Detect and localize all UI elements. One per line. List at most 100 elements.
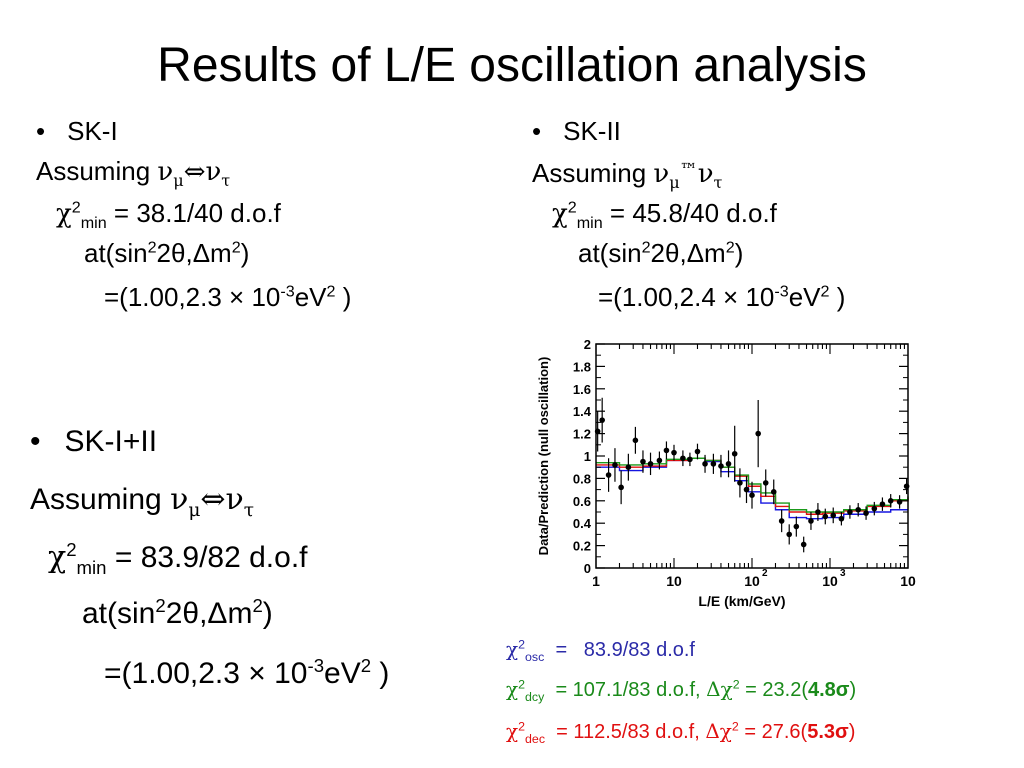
data-point — [847, 509, 853, 515]
data-point — [656, 457, 663, 464]
sk12-assuming-label: Assuming — [30, 483, 171, 516]
y-tick-label: 0.6 — [573, 494, 591, 509]
sk12-at: at(sin22θ,Δm2) — [82, 596, 273, 632]
sk2-eq-ev: eV — [788, 282, 821, 312]
sk2-chi: χ — [552, 199, 568, 229]
sk12-eq-suffix: ) — [371, 657, 390, 690]
data-point — [680, 455, 686, 462]
legend-dec-text: = 112.5/83 d.o.f, — [545, 721, 706, 743]
x-tick-label: 10 — [822, 573, 838, 589]
data-point — [815, 509, 821, 515]
sk1-at-prefix: at(sin — [84, 238, 148, 268]
data-point — [694, 448, 701, 455]
sk2-eq-prefix: =(1.00,2.4 × 10 — [598, 282, 775, 312]
sk12-assumption: Assuming νμ⇔ντ — [30, 482, 254, 521]
y-tick-label: 1.4 — [573, 404, 592, 419]
data-point — [762, 480, 769, 486]
sk2-nu2: ν — [697, 159, 714, 189]
legend-dec-chi: χ — [506, 719, 519, 743]
sk12-header-line: • SK-I+II — [30, 424, 157, 460]
data-point — [830, 512, 837, 519]
legend-dec-sup: 2 — [518, 719, 526, 734]
legend-dec-close: ) — [848, 721, 856, 743]
legend-osc: χ2osc = 83.9/83 d.o.f — [506, 636, 695, 663]
data-point — [599, 417, 605, 423]
sk1-eq-sup: 2 — [326, 282, 336, 301]
sk1-tau: τ — [221, 171, 231, 191]
sk2-eq: =(1.00,2.4 × 10-3eV2 ) — [598, 282, 845, 312]
data-point — [838, 515, 845, 522]
data-point — [871, 505, 878, 512]
legend-dec-sig: 5.3σ — [807, 721, 849, 743]
legend-osc-sup: 2 — [518, 637, 526, 652]
sk12-chi: χ — [48, 540, 67, 575]
data-point — [855, 506, 862, 513]
sk2-eq-suffix: ) — [829, 282, 846, 312]
sk2-assumption: Assuming νμ™ντ — [532, 156, 722, 193]
legend-osc-chi: χ — [506, 637, 519, 661]
sk12-chi-min: min — [76, 557, 107, 578]
sk2-at-suffix: ) — [734, 238, 744, 268]
data-point — [710, 461, 717, 467]
sk1-chi: χ — [56, 199, 72, 229]
sk1-eq-prefix: =(1.00,2.3 × 10 — [104, 282, 281, 312]
y-tick-label: 1.6 — [573, 382, 591, 397]
sk12-chi-value: = 83.9/82 d.o.f — [106, 541, 308, 574]
sk1-assumption: Assuming νμ⇔ντ — [36, 156, 231, 191]
data-point — [887, 498, 894, 504]
data-point — [743, 486, 750, 493]
data-point — [755, 430, 761, 437]
data-point — [605, 472, 612, 478]
legend-dcy-text: = 107.1/83 d.o.f, — [544, 679, 707, 701]
legend-dcy-chi: χ — [506, 677, 519, 701]
sk1-header-line: • SK-I — [36, 116, 118, 146]
sk1-assuming-label: Assuming — [36, 156, 158, 186]
data-point — [640, 458, 646, 465]
data-point — [879, 501, 886, 507]
legend-osc-sub: osc — [525, 650, 545, 664]
data-point — [786, 531, 793, 538]
sk12-mu: μ — [188, 500, 201, 521]
sk2-bullet: • — [532, 116, 542, 146]
sk12-at-sup1: 2 — [155, 595, 166, 616]
x-axis-title: L/E (km/GeV) — [698, 593, 785, 609]
sk1-eq: =(1.00,2.3 × 10-3eV2 ) — [104, 282, 351, 312]
sk1-nu2: ν — [205, 157, 222, 187]
legend-dcy-sub: dcy — [525, 690, 545, 704]
sk1-chi-value: = 38.1/40 d.o.f — [106, 198, 281, 228]
sk1-chi-min: min — [80, 214, 107, 233]
legend-dcy-sup: 2 — [518, 677, 526, 692]
sk2-nu: ν — [653, 159, 670, 189]
legend-dec-delta: Δ — [705, 719, 720, 743]
sk1-nu: ν — [157, 157, 174, 187]
sk1-at-sup1: 2 — [147, 238, 157, 257]
sk2-mu: μ — [669, 173, 680, 193]
legend-dec-chi2: χ — [719, 719, 732, 743]
sk12-at-mid: 2θ,Δm — [165, 597, 253, 630]
x-tick-label: 10 — [744, 573, 760, 589]
y-tick-label: 0.8 — [573, 471, 591, 486]
sk12-chi2: χ2min = 83.9/82 d.o.f — [48, 539, 308, 578]
x-tick-label: 1 — [592, 573, 600, 589]
sk2-chi-value: = 45.8/40 d.o.f — [602, 198, 777, 228]
legend-dcy-chi2: χ — [720, 677, 733, 701]
data-point — [737, 480, 743, 486]
slide-title: Results of L/E oscillation analysis — [157, 39, 867, 92]
sk2-arrow: ™ — [679, 160, 698, 181]
sk2-chi2: χ2min = 45.8/40 d.o.f — [552, 198, 777, 231]
data-point — [749, 492, 755, 498]
sk1-header: SK-I — [67, 116, 118, 146]
y-tick-label: 1 — [584, 449, 591, 464]
sk1-at-suffix: ) — [240, 238, 250, 268]
legend-dcy-sig: 4.8σ — [808, 679, 850, 701]
sk2-chi-sup: 2 — [567, 198, 577, 217]
sk12-chi-sup: 2 — [66, 539, 77, 560]
data-point — [793, 523, 800, 530]
y-tick-label: 0.4 — [573, 516, 592, 531]
data-point — [770, 489, 777, 495]
legend-dcy-sup2: 2 — [732, 677, 740, 692]
sk1-eq-ev: eV — [294, 282, 327, 312]
sk2-at: at(sin22θ,Δm2) — [578, 238, 743, 268]
sk2-at-sup2: 2 — [725, 238, 735, 257]
sk2-eq-sup: 2 — [820, 282, 830, 301]
